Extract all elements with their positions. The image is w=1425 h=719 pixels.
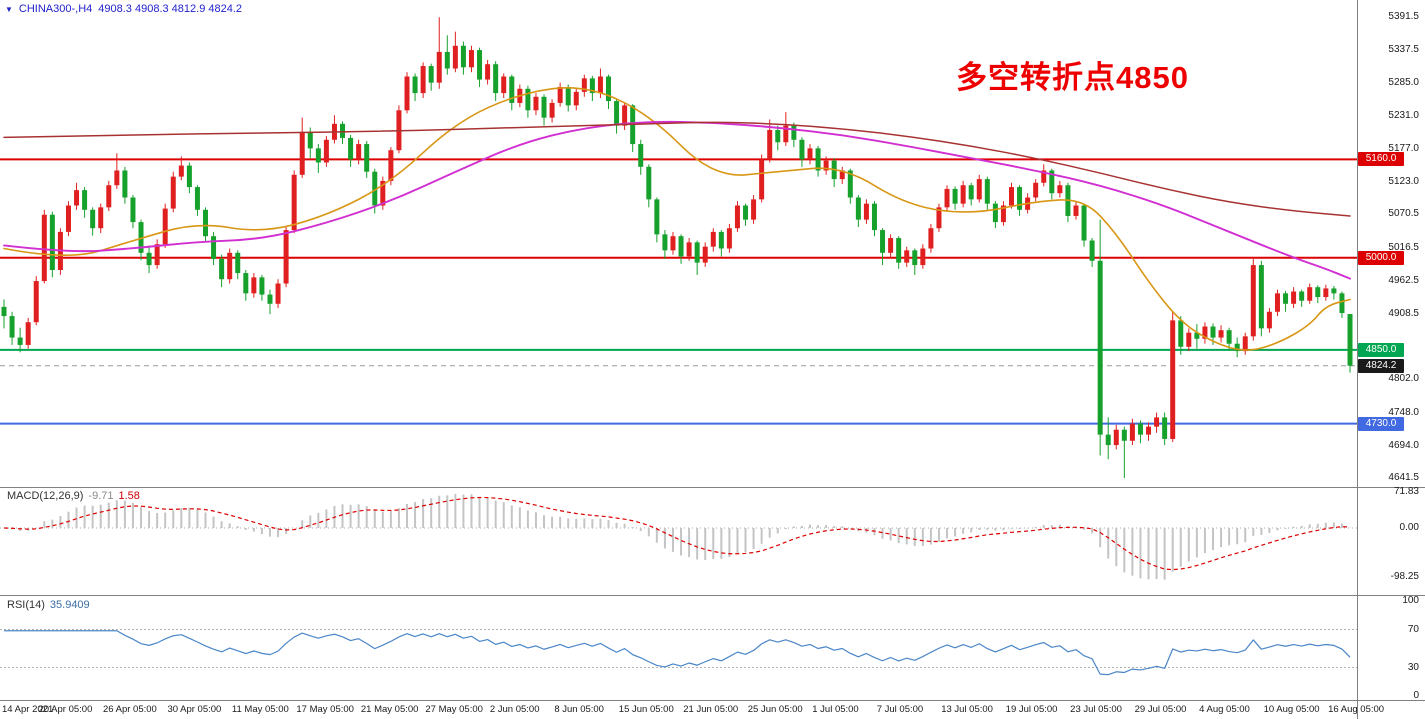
price-axis-label: 5391.5 <box>1388 11 1419 23</box>
time-axis-label: 21 May 05:00 <box>360 704 419 715</box>
rsi-axis-label: 100 <box>1402 595 1419 606</box>
time-axis-label: 8 Jun 05:00 <box>554 704 604 715</box>
price-axis-label: 5337.5 <box>1388 44 1419 56</box>
time-axis-label: 10 Aug 05:00 <box>1263 704 1320 715</box>
price-axis-label: 4908.5 <box>1388 307 1419 319</box>
time-axis-label: 7 Jul 05:00 <box>876 704 924 715</box>
macd-axis-label: -98.25 <box>1390 571 1419 583</box>
time-axis-label: 16 Aug 05:00 <box>1328 704 1385 715</box>
time-axis-label: 23 Jul 05:00 <box>1070 704 1122 715</box>
symbol-title: CHINA300-,H4 <box>18 3 93 15</box>
rsi-label-text: RSI(14) <box>7 599 45 611</box>
time-axis-label: 17 May 05:00 <box>296 704 354 715</box>
macd-axis-label: 0.00 <box>1399 522 1419 533</box>
time-axis-label: 21 Jun 05:00 <box>683 704 739 715</box>
rsi-axis-label: 0 <box>1413 690 1419 701</box>
chart-marker-icon: ▼ <box>5 4 13 14</box>
last-price-label: 4824.2 <box>1358 358 1404 373</box>
time-axis-label: 13 Jul 05:00 <box>941 704 993 715</box>
rsi-value: 35.9409 <box>49 599 90 611</box>
time-axis-label: 20 Apr 05:00 <box>38 704 93 715</box>
rsi-axis-label: 30 <box>1407 661 1419 673</box>
time-axis-label: 27 May 05:00 <box>425 704 483 715</box>
time-axis-label: 14 Apr 2021 <box>2 704 54 715</box>
level-price-label: 5000.0 <box>1358 250 1404 265</box>
price-axis-label: 4802.0 <box>1388 373 1419 385</box>
level-price-label: 4730.0 <box>1358 416 1404 431</box>
time-axis-label: 25 Jun 05:00 <box>747 704 803 715</box>
time-axis-label: 4 Aug 05:00 <box>1199 704 1250 715</box>
macd-indicator-label: MACD(12,26,9) -9.71 1.58 <box>7 490 140 502</box>
time-axis-label: 2 Jun 05:00 <box>489 704 540 715</box>
time-axis-label: 11 May 05:00 <box>231 704 289 715</box>
price-axis-label: 4641.5 <box>1388 471 1419 483</box>
time-axis-label: 19 Jul 05:00 <box>1005 704 1058 715</box>
annotation-text-object[interactable]: 多空转折点4850 <box>956 60 1189 95</box>
price-axis-label: 4748.0 <box>1388 406 1419 418</box>
price-axis-label: 5123.0 <box>1388 176 1419 188</box>
level-price-label: 4850.0 <box>1358 342 1404 357</box>
macd-signal-value: 1.58 <box>118 490 140 502</box>
price-axis-label: 4962.5 <box>1388 274 1419 286</box>
price-axis-label: 4694.0 <box>1388 439 1419 451</box>
symbol-info: ▼ CHINA300-,H4 4908.3 4908.3 4812.9 4824… <box>5 3 242 15</box>
macd-axis-label: 71.83 <box>1393 486 1419 498</box>
price-axis-label: 5285.0 <box>1388 76 1419 88</box>
rsi-axis-label: 70 <box>1407 623 1419 635</box>
rsi-indicator-label: RSI(14) 35.9409 <box>7 599 90 611</box>
level-price-label: 5160.0 <box>1358 152 1404 167</box>
time-axis-label: 30 Apr 05:00 <box>167 704 222 715</box>
price-axis-label: 5070.5 <box>1388 208 1419 220</box>
price-axis-label: 5177.0 <box>1388 142 1419 154</box>
time-axis-label: 1 Jul 05:00 <box>812 704 859 715</box>
time-axis-label: 29 Jul 05:00 <box>1134 704 1187 715</box>
macd-main-value: -9.71 <box>88 490 114 502</box>
price-axis-label: 5231.0 <box>1388 109 1419 121</box>
time-axis-label: 26 Apr 05:00 <box>102 704 157 715</box>
price-axis-label: 5016.5 <box>1388 241 1419 253</box>
symbol-ohlc-values: 4908.3 4908.3 4812.9 4824.2 <box>98 3 243 15</box>
time-axis-label: 15 Jun 05:00 <box>618 704 674 715</box>
macd-label-text: MACD(12,26,9) <box>7 490 84 502</box>
